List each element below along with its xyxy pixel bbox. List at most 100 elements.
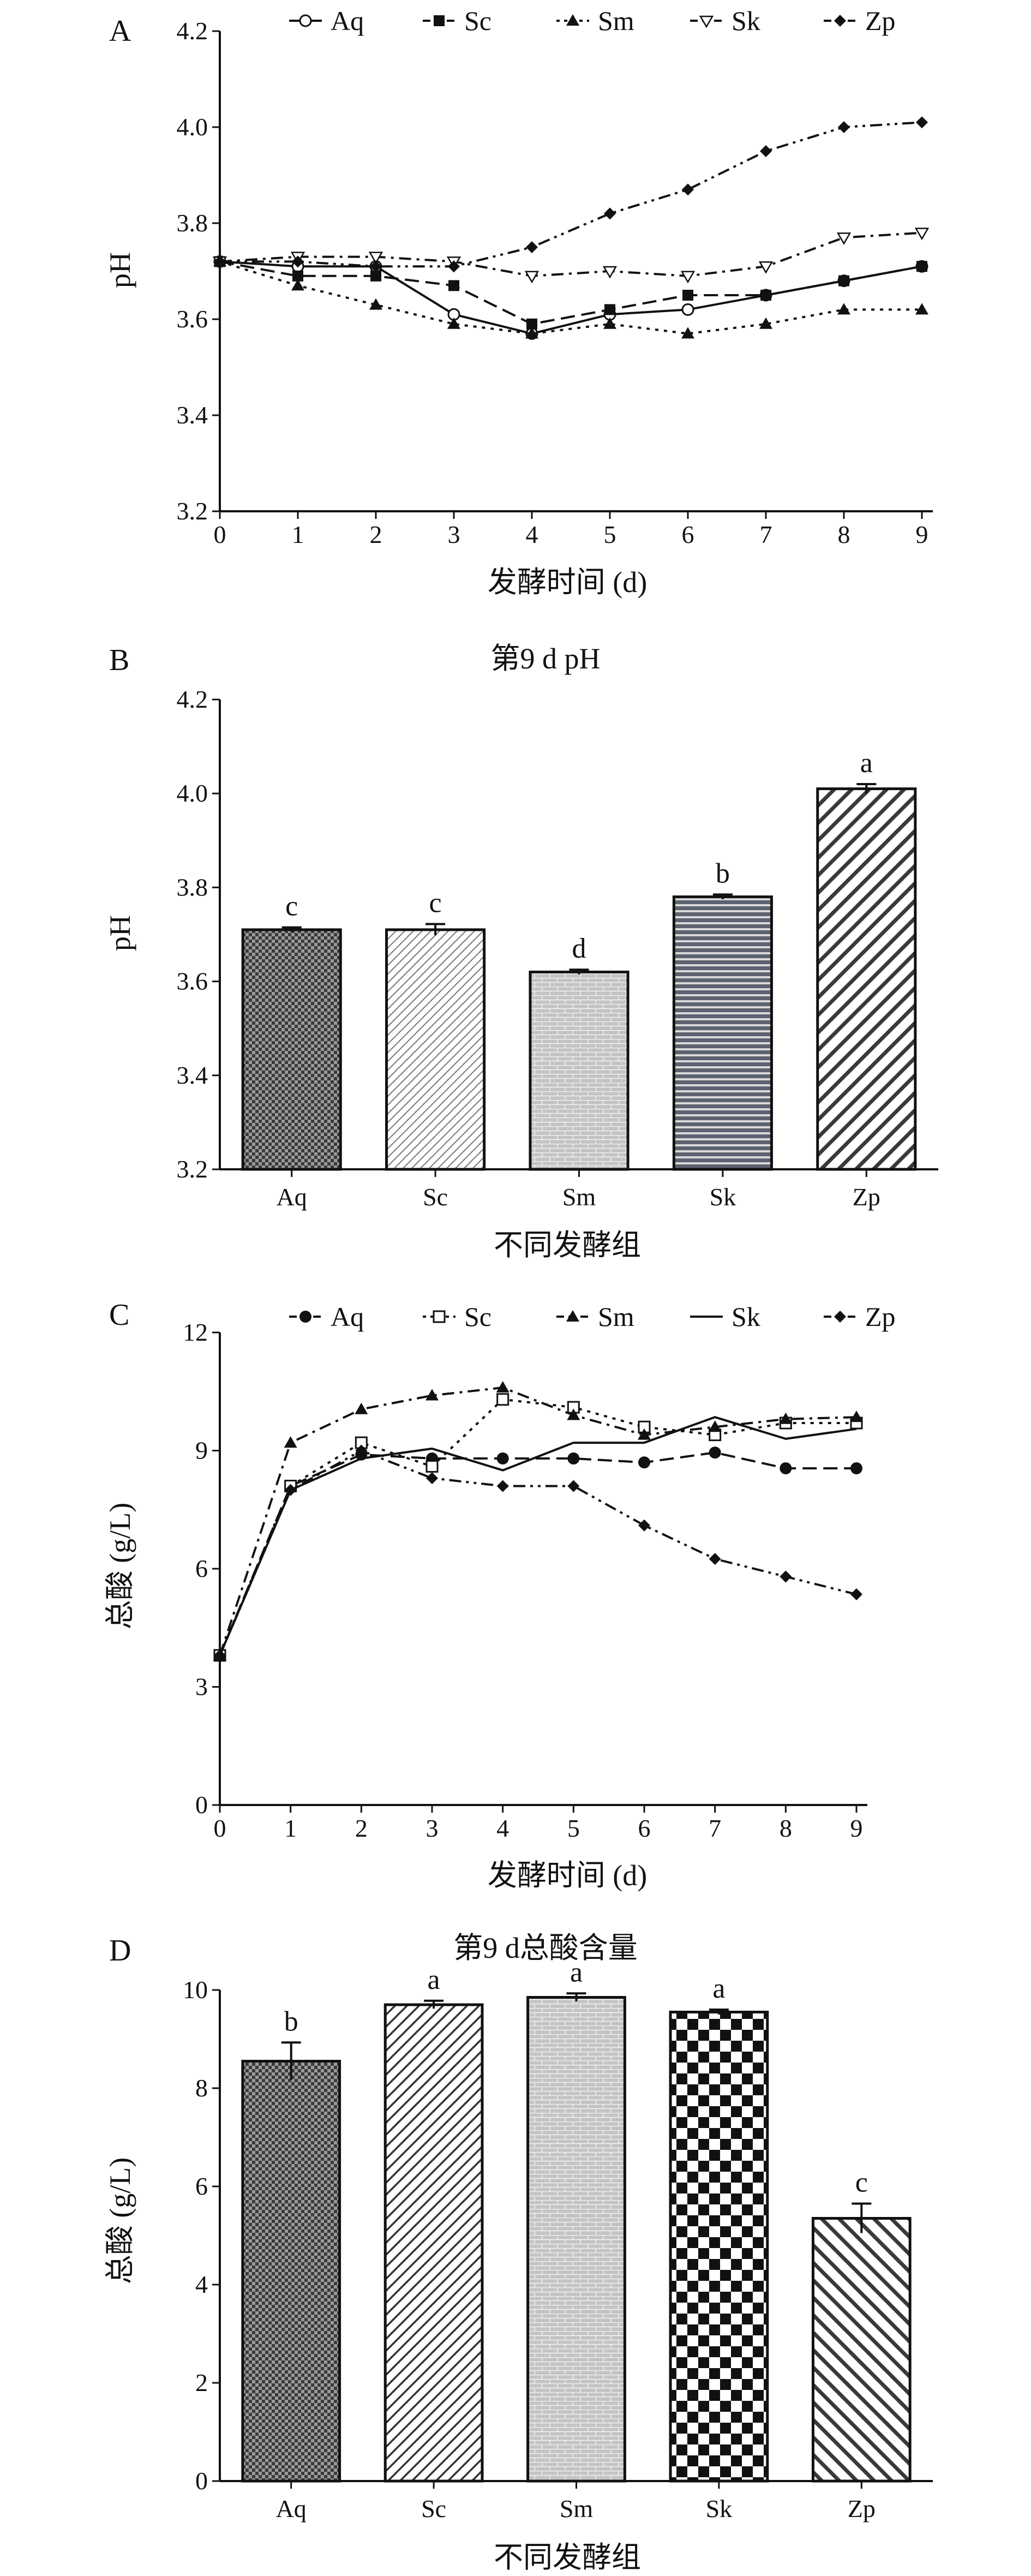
legend-marker-sm <box>566 1310 579 1322</box>
x-tick-label-sk: Sk <box>710 1183 736 1211</box>
bar-chart-total-acid-day9: 0 2 4 6 8 10 b Aq a Sc a Sm a Sk c Zp <box>183 1957 933 2523</box>
data-point-zp <box>292 255 304 268</box>
legend-marker-zp <box>834 15 846 27</box>
bar-sm <box>529 970 630 1171</box>
data-point-zp <box>526 241 538 253</box>
bar-chart-ph-day9: 3.2 3.4 3.6 3.8 4.0 4.2 c Aq c Sc d Sm b Sk a Zp <box>177 685 938 1211</box>
bar-zp <box>811 2217 912 2483</box>
x-tick-label-sc: Sc <box>423 1183 448 1211</box>
x-axis-label-D: 不同发酵组 <box>494 2541 641 2574</box>
legend-marker-sk <box>699 15 714 28</box>
x-tick-label: 5 <box>567 1814 580 1842</box>
series-line-zp <box>219 1449 857 1656</box>
data-point-sm <box>638 1428 651 1440</box>
y-tick-label: 10 <box>183 1976 208 2004</box>
x-tick-label: 5 <box>604 521 616 548</box>
data-point-sc <box>496 1393 509 1406</box>
data-point-sm <box>369 298 382 310</box>
data-point-sm <box>850 1410 863 1423</box>
data-point-sc <box>838 275 849 286</box>
y-tick-label: 4.2 <box>177 685 208 713</box>
x-tick-label-aq: Aq <box>277 1183 307 1211</box>
panel-label-B: B <box>109 643 129 677</box>
data-point-sm <box>759 317 772 329</box>
y-tick-label: 3.8 <box>177 209 208 237</box>
x-tick-label: 8 <box>838 521 850 548</box>
data-point-sm <box>567 1408 580 1420</box>
significance-label-zp: a <box>860 748 873 779</box>
legend-label-zp: Zp <box>865 5 896 36</box>
data-point-sm <box>708 1420 722 1432</box>
bar-sm <box>526 1996 626 2483</box>
x-tick-label: 6 <box>638 1814 651 1842</box>
x-tick-label-sm: Sm <box>560 2495 594 2523</box>
legend-label-sk: Sk <box>732 1301 760 1332</box>
legend-marker-sc <box>434 15 445 26</box>
data-point-sc <box>370 270 381 282</box>
data-point-sm <box>681 327 694 339</box>
y-axis-label-B: pH <box>104 915 136 951</box>
significance-label-sc: a <box>428 1964 440 1995</box>
significance-label-zp: c <box>855 2167 868 2198</box>
data-point-zp <box>682 183 694 196</box>
y-tick-label: 2 <box>195 2369 208 2396</box>
bar-aq <box>241 928 342 1171</box>
x-tick-label-sm: Sm <box>562 1183 596 1211</box>
data-point-sc <box>292 270 303 282</box>
data-point-sk <box>836 232 852 245</box>
data-point-zp <box>638 1519 650 1532</box>
data-point-zp <box>496 1480 509 1492</box>
legend-marker-aq <box>299 14 312 27</box>
x-tick-label: 4 <box>496 1814 509 1842</box>
y-tick-label: 3.8 <box>177 873 208 901</box>
data-point-zp <box>916 116 928 129</box>
bar-sc <box>383 2003 484 2483</box>
x-axis-label-C: 发酵时间 (d) <box>488 1859 647 1892</box>
y-tick-label: 4.2 <box>177 17 208 45</box>
data-point-zp <box>214 1649 226 1661</box>
y-tick-label: 3.2 <box>177 1155 208 1183</box>
data-point-sk <box>368 252 383 265</box>
data-point-sc <box>682 290 693 301</box>
data-point-sm <box>603 317 616 329</box>
data-point-sm <box>915 303 928 315</box>
data-point-aq <box>709 1447 721 1459</box>
legend-label-sk: Sk <box>732 5 760 36</box>
series-line-aq <box>219 260 922 335</box>
data-point-zp <box>284 1484 297 1496</box>
legend-label-sm: Sm <box>598 5 634 36</box>
series-line-sk <box>219 231 922 277</box>
data-point-zp <box>214 255 226 268</box>
y-tick-label: 3.4 <box>177 1061 208 1089</box>
x-tick-label: 9 <box>850 1814 863 1842</box>
data-point-sc <box>448 280 459 291</box>
y-tick-label: 3 <box>195 1673 208 1701</box>
chart-title-D: 第9 d总酸含量 <box>453 1932 638 1964</box>
data-point-aq <box>638 1456 650 1469</box>
legend-label-sc: Sc <box>464 1301 491 1332</box>
data-point-sm <box>425 1389 439 1401</box>
data-point-aq <box>681 303 694 316</box>
data-point-sk <box>602 266 618 279</box>
x-tick-label: 7 <box>760 521 772 548</box>
y-tick-label: 3.4 <box>177 401 208 429</box>
legend-marker-aq <box>299 1311 311 1323</box>
data-point-zp <box>448 260 460 273</box>
data-point-sk <box>758 261 774 274</box>
y-axis-label-D: 总酸 (g/L) <box>104 2157 136 2284</box>
y-tick-label: 0 <box>195 2467 208 2495</box>
y-axis-label-C: 总酸 (g/L) <box>104 1503 136 1629</box>
data-point-sm <box>284 1436 297 1448</box>
x-tick-label: 0 <box>214 1814 226 1842</box>
x-tick-label-sc: Sc <box>421 2495 446 2523</box>
x-tick-label-zp: Zp <box>848 2495 876 2523</box>
data-point-sk <box>680 271 696 284</box>
series-line-sm <box>219 1386 857 1656</box>
data-point-zp <box>426 1472 438 1485</box>
data-point-zp <box>567 1480 580 1492</box>
data-point-sm <box>355 1402 368 1414</box>
x-tick-label: 1 <box>284 1814 297 1842</box>
data-point-sc <box>604 304 615 315</box>
